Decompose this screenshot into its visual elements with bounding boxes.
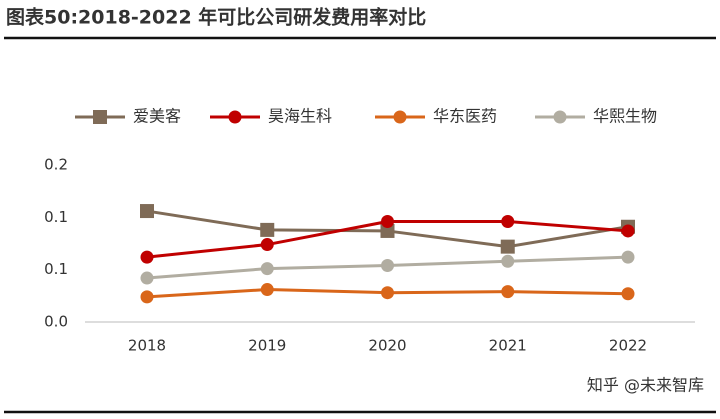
point	[621, 287, 635, 301]
point	[501, 254, 515, 268]
legend-marker	[93, 110, 107, 124]
point	[501, 285, 515, 299]
point	[621, 224, 635, 238]
legend-label: 华东医药	[433, 107, 497, 126]
chart-title: 图表50:2018-2022 年可比公司研发费用率对比	[6, 6, 426, 29]
x-tick-label: 2022	[609, 337, 647, 355]
y-tick-label: 0.2	[44, 156, 68, 174]
y-tick-label: 0.1	[44, 260, 68, 278]
x-tick-label: 2018	[128, 337, 166, 355]
legend-marker	[228, 110, 242, 124]
y-tick-label: 0.1	[44, 208, 68, 226]
point	[140, 290, 154, 304]
x-tick-label: 2019	[248, 337, 286, 355]
legend-label: 昊海生科	[268, 107, 332, 126]
point	[260, 222, 275, 237]
point	[380, 223, 395, 238]
point	[260, 283, 274, 297]
legend-label: 爱美客	[133, 107, 181, 126]
watermark: 知乎 @未来智库	[587, 376, 704, 395]
legend-label: 华熙生物	[593, 107, 657, 126]
legend-marker	[393, 110, 407, 124]
point	[381, 258, 394, 272]
legend-marker	[553, 110, 567, 124]
point	[501, 215, 515, 229]
point	[140, 271, 154, 285]
x-tick-label: 2021	[489, 337, 527, 355]
point	[381, 286, 394, 300]
point	[500, 239, 515, 254]
point	[140, 250, 154, 264]
point	[260, 238, 274, 252]
x-tick-label: 2020	[368, 337, 406, 355]
point	[260, 262, 274, 276]
point	[381, 215, 394, 229]
point	[140, 204, 154, 219]
point	[621, 250, 635, 264]
y-tick-label: 0.0	[44, 313, 68, 331]
